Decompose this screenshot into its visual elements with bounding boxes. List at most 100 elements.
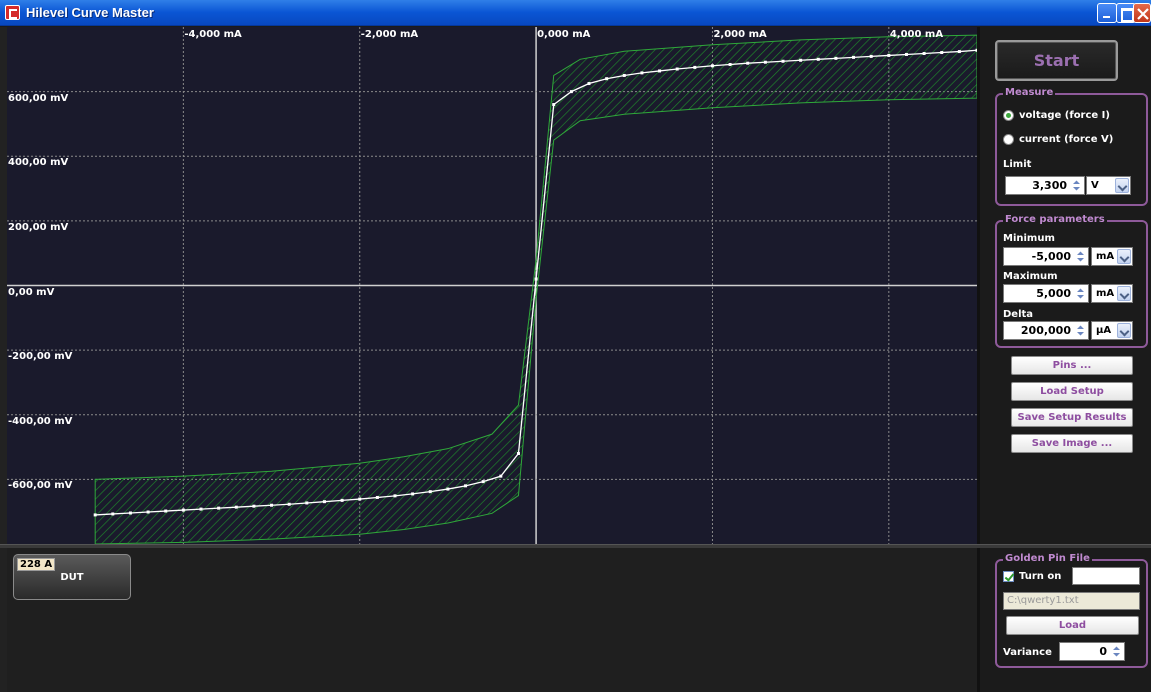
maximum-unit: mA bbox=[1096, 288, 1115, 299]
chevron-down-icon bbox=[1117, 249, 1131, 264]
turn-on-field[interactable] bbox=[1072, 567, 1140, 585]
control-panel: Start Measure voltage (force I) current … bbox=[980, 27, 1151, 544]
golden-legend: Golden Pin File bbox=[1003, 553, 1092, 564]
golden-pin-file-group: Golden Pin File Turn on C:\qwerty1.txt L… bbox=[995, 553, 1148, 668]
y-tick-label: 200,00 mV bbox=[8, 221, 69, 233]
load-setup-button[interactable]: Load Setup bbox=[1011, 382, 1133, 401]
chevron-down-icon bbox=[1117, 286, 1131, 301]
data-point bbox=[746, 61, 750, 65]
data-point bbox=[904, 52, 908, 56]
horizontal-splitter[interactable] bbox=[0, 544, 1151, 548]
data-point bbox=[693, 65, 697, 69]
minimize-button[interactable] bbox=[1097, 3, 1117, 23]
data-point bbox=[146, 510, 150, 514]
limit-input[interactable]: 3,300 bbox=[1005, 176, 1085, 195]
start-button[interactable]: Start bbox=[995, 40, 1118, 81]
data-point bbox=[181, 508, 185, 512]
window-title: Hilevel Curve Master bbox=[26, 5, 154, 20]
data-point bbox=[534, 277, 538, 281]
limit-unit-select[interactable]: V bbox=[1086, 176, 1131, 195]
data-point bbox=[111, 512, 115, 516]
minimum-unit-select[interactable]: mA bbox=[1091, 247, 1133, 266]
force-legend: Force parameters bbox=[1003, 214, 1107, 225]
vertical-splitter[interactable] bbox=[977, 27, 980, 692]
data-point bbox=[587, 82, 591, 86]
data-point bbox=[128, 511, 132, 515]
golden-file-path[interactable]: C:\qwerty1.txt bbox=[1003, 592, 1140, 610]
delta-unit-select[interactable]: µA bbox=[1091, 321, 1133, 340]
maximum-value: 5,000 bbox=[1036, 287, 1071, 300]
data-point bbox=[675, 67, 679, 71]
x-tick-label: 2,000 mA bbox=[713, 29, 767, 40]
data-point bbox=[834, 56, 838, 60]
data-point bbox=[375, 495, 379, 499]
data-point bbox=[799, 58, 803, 62]
pins-button[interactable]: Pins ... bbox=[1011, 356, 1133, 375]
force-parameters-group: Force parameters Minimum -5,000 mA Maxim… bbox=[995, 214, 1148, 348]
voltage-radio[interactable]: voltage (force I) bbox=[1003, 110, 1110, 121]
tolerance-band bbox=[94, 34, 977, 544]
data-point bbox=[728, 62, 732, 66]
delta-unit: µA bbox=[1096, 325, 1112, 336]
delta-label: Delta bbox=[1003, 309, 1034, 320]
data-point bbox=[605, 77, 609, 81]
plot-canvas bbox=[7, 27, 977, 544]
data-point bbox=[887, 53, 891, 57]
spin-arrows-icon[interactable] bbox=[1075, 250, 1086, 263]
minimum-input[interactable]: -5,000 bbox=[1003, 247, 1089, 266]
spin-arrows-icon[interactable] bbox=[1071, 179, 1082, 192]
x-tick-label: -4,000 mA bbox=[184, 29, 242, 40]
data-point bbox=[481, 480, 485, 484]
turn-on-checkbox[interactable]: Turn on bbox=[1003, 571, 1061, 582]
delta-value: 200,000 bbox=[1020, 324, 1071, 337]
app-icon bbox=[5, 5, 20, 20]
maximum-unit-select[interactable]: mA bbox=[1091, 284, 1133, 303]
golden-load-button[interactable]: Load bbox=[1006, 616, 1139, 635]
data-point bbox=[340, 498, 344, 502]
data-point bbox=[763, 60, 767, 64]
close-button[interactable] bbox=[1133, 3, 1151, 23]
spin-arrows-icon[interactable] bbox=[1111, 645, 1122, 658]
x-tick-label: 4,000 mA bbox=[889, 29, 944, 40]
delta-input[interactable]: 200,000 bbox=[1003, 321, 1089, 340]
data-point bbox=[569, 90, 573, 94]
limit-value: 3,300 bbox=[1032, 179, 1067, 192]
spin-arrows-icon[interactable] bbox=[1075, 287, 1086, 300]
y-tick-label: 0,00 mV bbox=[8, 286, 55, 298]
maximum-input[interactable]: 5,000 bbox=[1003, 284, 1089, 303]
data-point bbox=[464, 484, 468, 488]
chevron-down-icon bbox=[1115, 178, 1129, 193]
data-point bbox=[287, 502, 291, 506]
limit-label: Limit bbox=[1003, 159, 1032, 170]
dut-area: 228 A DUT bbox=[7, 548, 977, 692]
data-point bbox=[658, 69, 662, 73]
spin-arrows-icon[interactable] bbox=[1075, 324, 1086, 337]
data-point bbox=[411, 492, 415, 496]
data-point bbox=[199, 507, 203, 511]
data-point bbox=[922, 51, 926, 55]
y-tick-label: 600,00 mV bbox=[8, 92, 69, 104]
radio-selected-icon bbox=[1003, 110, 1014, 121]
variance-label: Variance bbox=[1003, 647, 1052, 658]
x-tick-label: 0,000 mA bbox=[537, 29, 591, 40]
data-point bbox=[975, 48, 977, 52]
left-edge bbox=[0, 27, 7, 692]
dut-pin-tile[interactable]: 228 A DUT bbox=[13, 554, 131, 600]
save-setup-results-button[interactable]: Save Setup Results bbox=[1011, 408, 1133, 427]
curve-plot[interactable]: -4,000 mA -2,000 mA 0,000 mA 2,000 mA 4,000 … bbox=[7, 27, 977, 544]
data-point bbox=[940, 51, 944, 55]
voltage-radio-label: voltage (force I) bbox=[1019, 110, 1110, 121]
variance-input[interactable]: 0 bbox=[1059, 642, 1125, 661]
pin-label: 228 A bbox=[17, 558, 56, 571]
data-point bbox=[393, 494, 397, 498]
data-point bbox=[305, 501, 309, 505]
current-radio[interactable]: current (force V) bbox=[1003, 134, 1113, 145]
data-point bbox=[957, 50, 961, 54]
data-point bbox=[217, 506, 221, 510]
y-tick-label: 400,00 mV bbox=[8, 157, 69, 169]
limit-unit: V bbox=[1091, 180, 1099, 191]
data-point bbox=[428, 490, 432, 494]
data-point bbox=[640, 71, 644, 75]
save-image-button[interactable]: Save Image ... bbox=[1011, 434, 1133, 453]
data-point bbox=[869, 54, 873, 58]
